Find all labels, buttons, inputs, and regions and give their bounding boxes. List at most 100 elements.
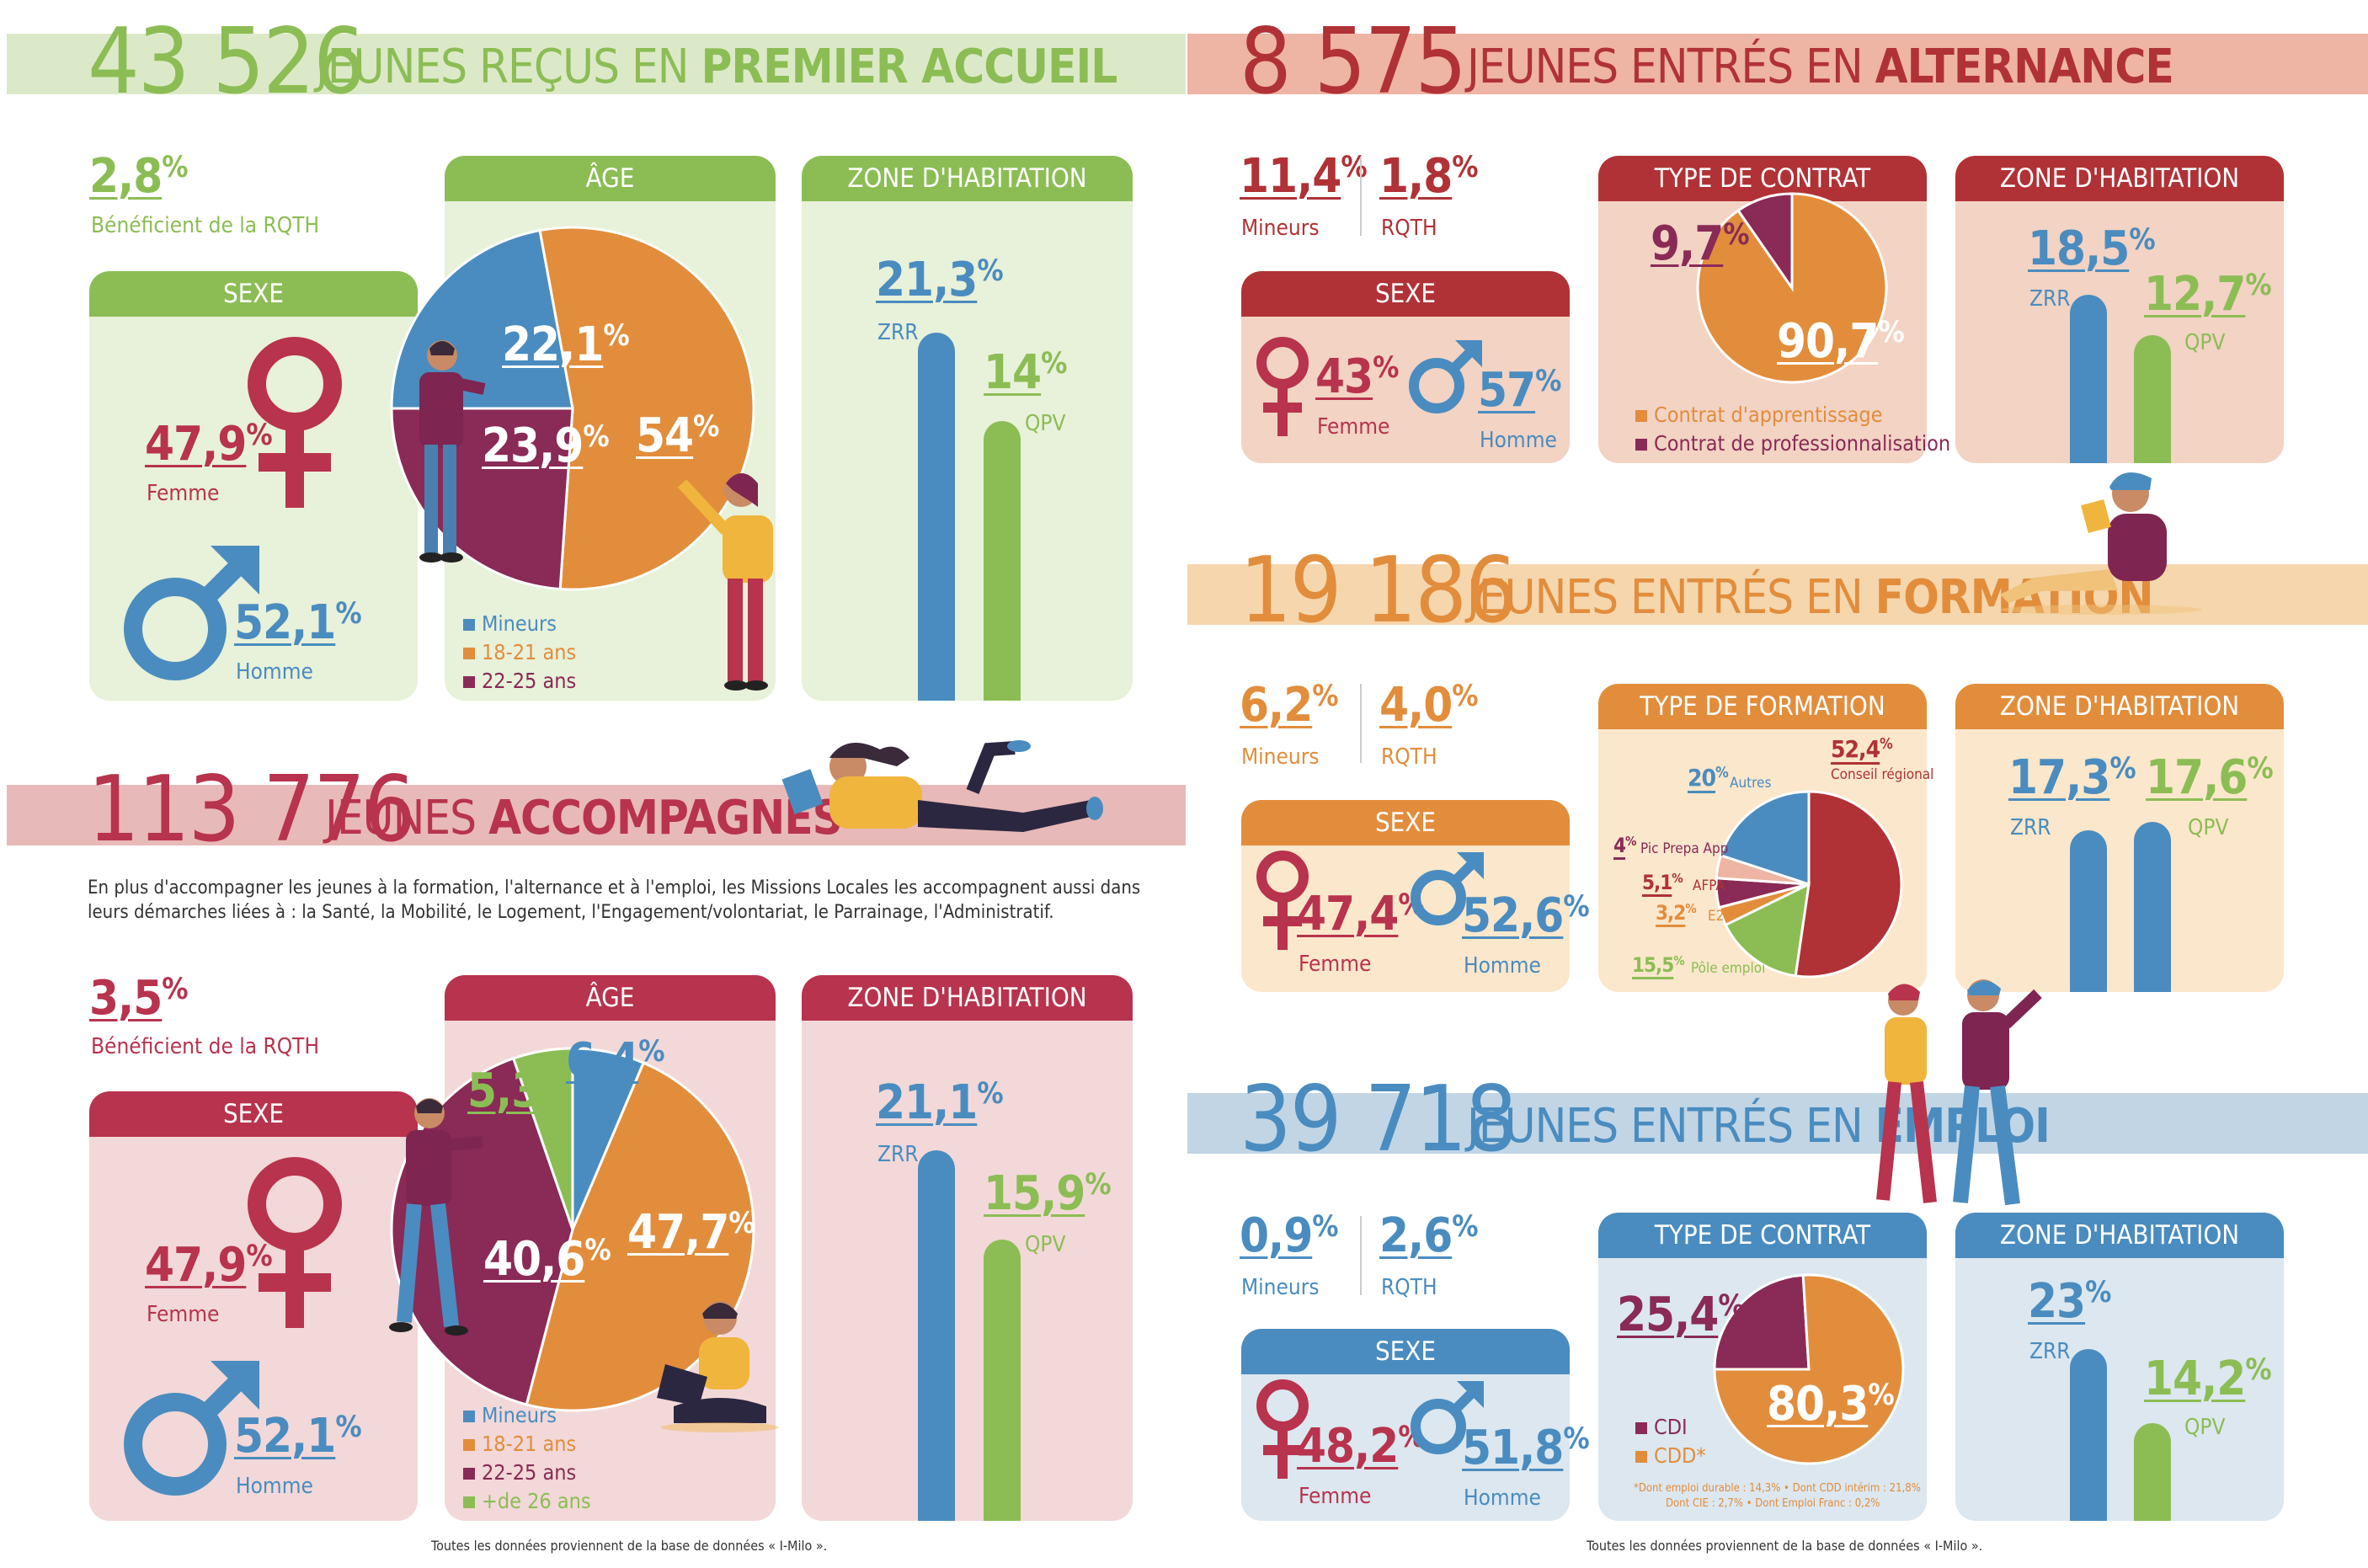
s5-slice-cdi bbox=[1713, 1273, 1811, 1371]
s3-rqth-label: RQTH bbox=[1381, 216, 1437, 241]
s5-legend-cdi: CDI bbox=[1635, 1416, 1688, 1437]
s2-sexe-panel: SEXE bbox=[89, 1091, 418, 1521]
s5-zone-title: ZONE D'HABITATION bbox=[1955, 1213, 2284, 1258]
premier-accueil-title: JEUNES REÇUS EN PREMIER ACCUEIL bbox=[316, 40, 1117, 94]
s4-zone-title: ZONE D'HABITATION bbox=[1955, 684, 2284, 729]
person-walking-icon bbox=[389, 1098, 483, 1336]
s1-pie-label-mineurs: 22,1% bbox=[502, 317, 630, 372]
s2-zrr-label: ZRR bbox=[877, 1142, 919, 1167]
s4-pie-label-pole: 15,5% bbox=[1632, 953, 1685, 977]
s2-qpv-label: QPV bbox=[1025, 1232, 1066, 1257]
s4-rqth-label: RQTH bbox=[1381, 744, 1437, 770]
s2-male-icon bbox=[124, 1361, 259, 1496]
s1-qpv-label: QPV bbox=[1025, 411, 1066, 436]
s3-pie-label-app: 90,7% bbox=[1777, 314, 1905, 369]
s2-pie-label-2225: 40,6% bbox=[483, 1232, 611, 1287]
s5-male-icon bbox=[1411, 1381, 1484, 1454]
s2-male-value: 52,1% bbox=[234, 1409, 362, 1464]
s1-zone-panel: ZONE D'HABITATION bbox=[802, 156, 1133, 701]
s5-female-icon bbox=[1256, 1379, 1309, 1479]
s2-qpv-bar bbox=[984, 1240, 1021, 1521]
s3-zrr-label: ZRR bbox=[2029, 286, 2071, 312]
s5-rqth-label: RQTH bbox=[1381, 1275, 1437, 1300]
s2-legend-mineurs: Mineurs bbox=[463, 1405, 557, 1426]
s3-female-value: 43% bbox=[1315, 349, 1399, 404]
accompagnes-number: 113 776 bbox=[88, 757, 416, 862]
s4-slice-region bbox=[1794, 790, 1903, 979]
s5-minor-label: Mineurs bbox=[1241, 1275, 1320, 1300]
s2-legend-1821: 18-21 ans bbox=[463, 1433, 576, 1454]
s2-rqth-label: Bénéficient de la RQTH bbox=[91, 1034, 320, 1059]
s2-female-value: 47,9% bbox=[145, 1238, 273, 1293]
s2-male-label: Homme bbox=[236, 1474, 313, 1499]
s4-slice-pole bbox=[1724, 882, 1811, 978]
s1-male-value: 52,1% bbox=[234, 595, 362, 650]
s4-zrr-label: ZRR bbox=[2010, 815, 2051, 840]
s2-pie-label-1821: 47,7% bbox=[627, 1205, 755, 1260]
band-alternance bbox=[1187, 34, 2368, 94]
s1-qpv-bar bbox=[984, 421, 1021, 701]
band-premier-accueil bbox=[7, 34, 1186, 94]
s5-male-value: 51,8% bbox=[1462, 1421, 1590, 1475]
s1-rqth-label: Bénéficient de la RQTH bbox=[91, 213, 320, 238]
s2-age-title: ÂGE bbox=[445, 975, 776, 1021]
s1-pie-label-1821: 54% bbox=[636, 408, 719, 463]
s3-legend-pro: Contrat de professionnalisation bbox=[1635, 433, 1950, 454]
s3-qpv-bar bbox=[2134, 335, 2171, 463]
s5-rqth-value: 2,6% bbox=[1379, 1208, 1479, 1263]
s5-note-line1: *Dont emploi durable : 14,3% • Dont CDD … bbox=[1634, 1482, 1921, 1495]
s5-qpv-value: 14,2% bbox=[2144, 1352, 2272, 1406]
s5-sexe-panel: SEXE bbox=[1241, 1329, 1570, 1521]
emploi-number: 39 718 bbox=[1240, 1067, 1517, 1172]
s2-qpv-value: 15,9% bbox=[984, 1166, 1112, 1221]
s1-zrr-value: 21,3% bbox=[876, 253, 1004, 307]
band-formation bbox=[1187, 564, 2368, 625]
people-walking-couple-icon bbox=[1876, 979, 2042, 1206]
s2-zone-panel: ZONE D'HABITATION bbox=[802, 975, 1133, 1521]
accompagnes-description: En plus d'accompagner les jeunes à la fo… bbox=[88, 877, 1141, 924]
s5-zrr-value: 23% bbox=[2028, 1274, 2111, 1329]
s3-female-label: Femme bbox=[1317, 414, 1390, 440]
s3-zrr-value: 18,5% bbox=[2028, 221, 2156, 276]
s4-pie-name-pole: Pôle emploi bbox=[1691, 960, 1766, 977]
s1-male-label: Homme bbox=[236, 659, 313, 685]
person-sitting-reading-icon bbox=[2000, 472, 2202, 615]
s4-minor-label: Mineurs bbox=[1241, 744, 1320, 770]
s4-zrr-value: 17,3% bbox=[2008, 750, 2136, 805]
s3-sexe-panel: SEXE bbox=[1241, 271, 1570, 463]
s4-pie-name-pic: Pic Prepa App bbox=[1640, 840, 1729, 857]
s2-zrr-bar bbox=[918, 1150, 955, 1521]
s5-zrr-label: ZRR bbox=[2029, 1339, 2071, 1364]
s4-female-icon bbox=[1256, 851, 1309, 950]
s2-pie-label-26plus: 5,3% bbox=[467, 1064, 567, 1118]
s4-male-icon bbox=[1411, 852, 1484, 925]
s4-zone-panel: ZONE D'HABITATION bbox=[1955, 684, 2284, 992]
s1-sexe-title: SEXE bbox=[89, 271, 418, 317]
s5-pie-label-cdd: 80,3% bbox=[1767, 1377, 1895, 1432]
formation-number: 19 186 bbox=[1240, 538, 1517, 643]
s1-zone-title: ZONE D'HABITATION bbox=[802, 156, 1133, 201]
s3-qpv-value: 12,7% bbox=[2144, 267, 2272, 322]
s3-qpv-label: QPV bbox=[2184, 330, 2226, 355]
s3-rqth-value: 1,8% bbox=[1379, 149, 1479, 204]
s1-qpv-value: 14% bbox=[984, 345, 1067, 400]
s3-male-label: Homme bbox=[1480, 428, 1557, 453]
s4-pie-label-afpa: 5,1% bbox=[1642, 871, 1683, 894]
s4-pie-name-region: Conseil régional bbox=[1831, 766, 1934, 783]
s3-contract-title: TYPE DE CONTRAT bbox=[1598, 156, 1927, 201]
person-reading-lying-icon bbox=[781, 740, 1103, 832]
s3-pie-label-pro: 9,7% bbox=[1651, 216, 1750, 271]
s4-qpv-label: QPV bbox=[2188, 815, 2229, 840]
s4-female-label: Femme bbox=[1299, 952, 1372, 977]
s3-slice-professionnalisation bbox=[1736, 192, 1794, 292]
person-woman-icon bbox=[677, 473, 773, 691]
s5-male-label: Homme bbox=[1464, 1485, 1541, 1511]
s4-sexe-title: SEXE bbox=[1241, 800, 1570, 845]
s3-zone-title: ZONE D'HABITATION bbox=[1955, 156, 2284, 201]
s2-zrr-value: 21,1% bbox=[876, 1075, 1004, 1130]
s5-contract-title: TYPE DE CONTRAT bbox=[1598, 1213, 1927, 1258]
s4-rqth-value: 4,0% bbox=[1379, 678, 1479, 733]
footer-source-left: Toutes les données proviennent de la bas… bbox=[431, 1538, 828, 1554]
